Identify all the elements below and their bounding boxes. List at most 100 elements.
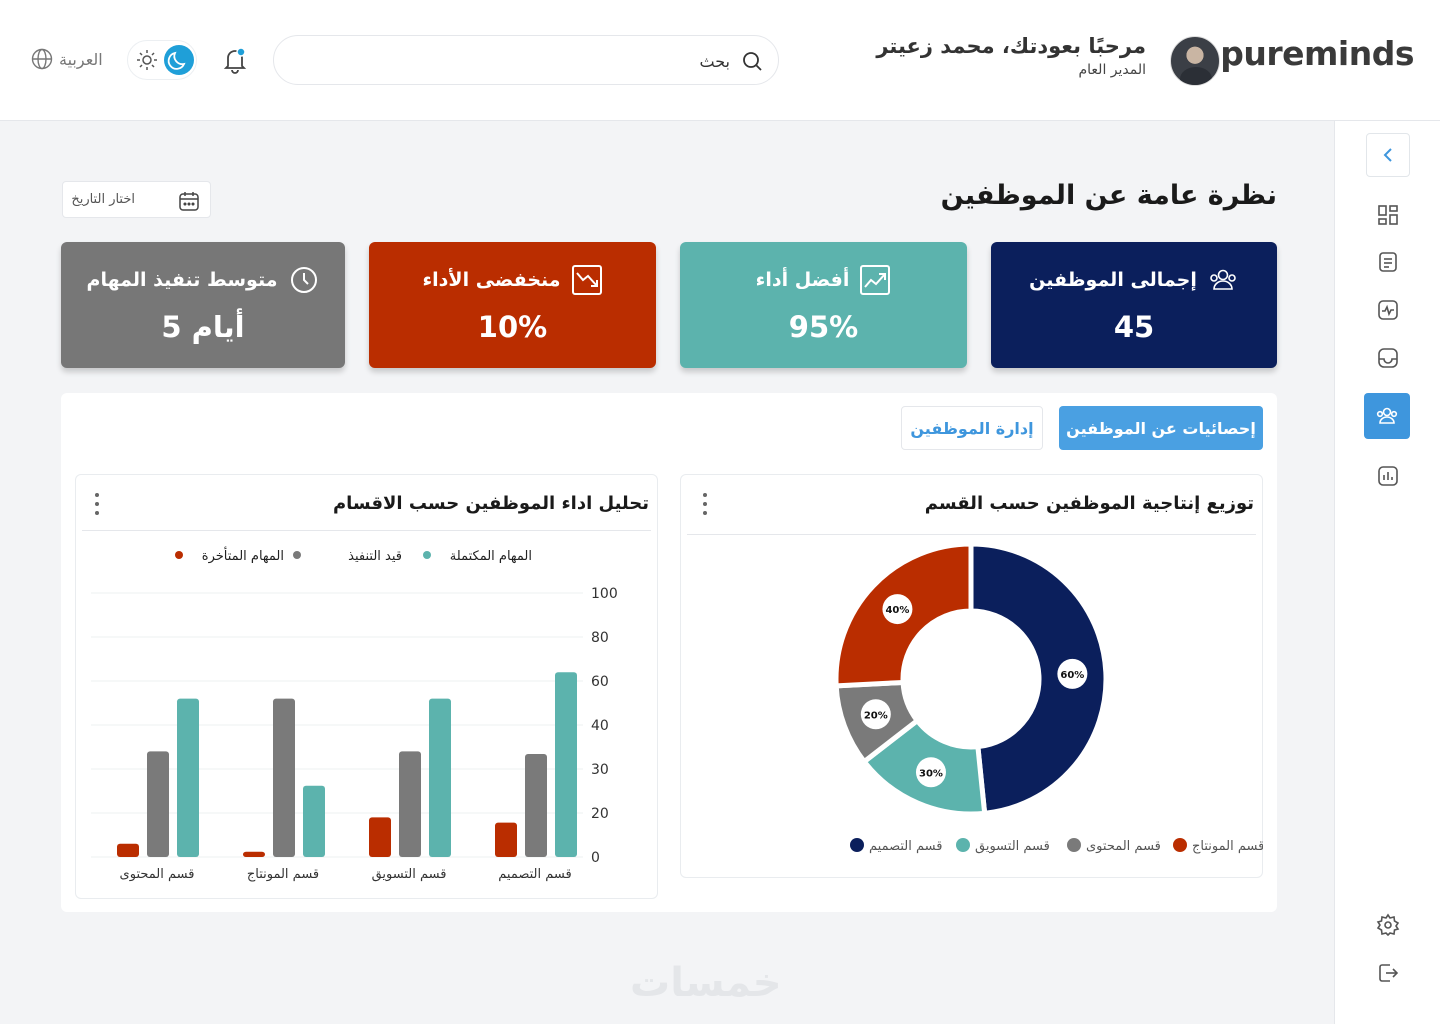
card-total-employees[interactable]: إجمالى الموظفين 45 [991,242,1277,368]
card-value: 45 [1113,310,1155,344]
card-label: أفضل أداء [755,269,850,291]
donut-chart: 60% 30% 20% 40% قسم التصميم قسم التسويق قسم ال… [833,541,1263,854]
slice-label: 20% [864,710,888,721]
user-role: المدير العام [1078,62,1146,78]
y-tick-label: 30 [591,762,609,778]
header: pureminds مرحبًا بعودتك، محمد زعيتر المد… [0,0,1440,121]
sidebar-item-employees[interactable] [1364,393,1410,439]
dashboard-icon[interactable] [1376,203,1400,227]
bar [555,672,577,857]
slice-label: 40% [885,605,909,616]
bar [399,751,421,857]
globe-icon [31,48,53,70]
bar [369,817,391,857]
welcome-title: مرحبًا بعودتك، محمد زعيتر [876,34,1146,58]
bar [243,851,265,857]
donut-slice [968,541,1109,817]
x-tick-label: قسم التصميم [498,867,571,882]
legend-marker [850,838,864,852]
tab-employee-management[interactable]: إدارة الموظفين [901,406,1043,450]
search-icon [743,52,762,71]
legend-marker [1067,838,1081,852]
search-box[interactable] [273,35,779,85]
legend-label: قسم التصميم [869,839,942,854]
avatar[interactable] [1170,36,1220,86]
divider [82,530,651,531]
sidebar-collapse-button[interactable] [1366,133,1410,177]
users-icon [1376,407,1398,424]
bar [177,698,199,857]
sun-icon[interactable] [136,49,158,71]
legend-label: قسم التسويق [975,839,1050,854]
bar [495,822,517,857]
watermark: خمسات [630,960,782,1006]
card-low-performance[interactable]: منخفضى الأداء 10% [369,242,656,368]
bar [273,698,295,857]
calendar-icon [179,192,199,211]
activity-icon[interactable] [1376,298,1400,322]
x-tick-label: قسم المحتوى [120,867,195,882]
legend-marker [956,838,970,852]
bar [303,785,325,857]
x-tick-label: قسم التسويق [372,867,447,882]
app-logo[interactable]: pureminds [1220,34,1414,73]
y-tick-label: 100 [591,586,618,602]
card-label: متوسط تنفيذ المهام [86,269,278,291]
chart-icon[interactable] [1376,464,1400,488]
chevron-left-icon [1383,148,1392,162]
productivity-chart-title: توزيع إنتاجية الموظفين حسب القسم [924,493,1254,514]
page-title: نظرة عامة عن الموظفين [940,180,1277,211]
y-tick-label: 80 [591,630,609,646]
y-tick-label: 20 [591,806,609,822]
bar-chart: 0 20 30 40 60 80 100 المهام المكتملة قيد التنفيذ… [91,546,618,882]
card-label: إجمالى الموظفين [1029,269,1197,291]
tab-employee-stats[interactable]: إحصائيات عن الموظفين [1059,406,1263,450]
legend-marker [1173,838,1187,852]
divider [687,534,1256,535]
theme-toggle[interactable] [127,40,197,80]
bar [117,843,139,857]
welcome-block: مرحبًا بعودتك، محمد زعيتر المدير العام [876,34,1146,78]
y-tick-label: 40 [591,718,609,734]
card-value: 5 أيام [161,310,245,344]
sidebar [1334,121,1440,1024]
slice-label-badge [860,699,891,730]
clock-icon [290,267,317,293]
document-icon[interactable] [1376,250,1400,274]
date-picker[interactable]: اختار التاريخ [62,181,211,218]
card-label: منخفضى الأداء [422,269,561,291]
y-tick-label: 0 [591,850,600,866]
users-icon [1210,269,1236,290]
card-value: 10% [477,310,548,344]
settings-icon[interactable] [1376,913,1400,937]
bell-icon[interactable] [222,46,248,74]
inbox-icon[interactable] [1376,346,1400,370]
slice-label: 30% [919,768,943,779]
performance-chart-title: تحليل اداء الموظفين حسب الاقسام [332,493,649,514]
card-top-performance[interactable]: أفضل أداء 95% [680,242,967,368]
legend-label: المهام المتأخرة [202,546,284,564]
legend-marker [293,551,301,559]
bar [525,754,547,857]
card-average-task-time[interactable]: متوسط تنفيذ المهام 5 أيام [61,242,345,368]
bar [147,751,169,857]
y-tick-label: 60 [591,674,609,690]
more-options-icon[interactable] [703,493,707,515]
language-switcher[interactable]: العربية [31,48,103,70]
slice-label: 60% [1060,670,1084,681]
trend-up-icon [860,265,891,295]
slice-label-badge [882,594,913,625]
legend-label: قسم المونتاج [1192,839,1263,854]
search-input[interactable] [310,48,730,74]
legend-label: المهام المكتملة [450,549,532,564]
more-options-icon[interactable] [95,493,99,515]
moon-icon[interactable] [164,45,194,75]
date-picker-label: اختار التاريخ [71,192,135,207]
logout-icon[interactable] [1376,961,1400,985]
card-value: 95% [788,310,859,344]
slice-label-badge [1057,658,1088,689]
x-tick-label: قسم المونتاج [247,867,319,882]
legend-label: قيد التنفيذ [348,549,402,564]
language-label: العربية [59,49,103,69]
legend-marker [175,551,183,559]
